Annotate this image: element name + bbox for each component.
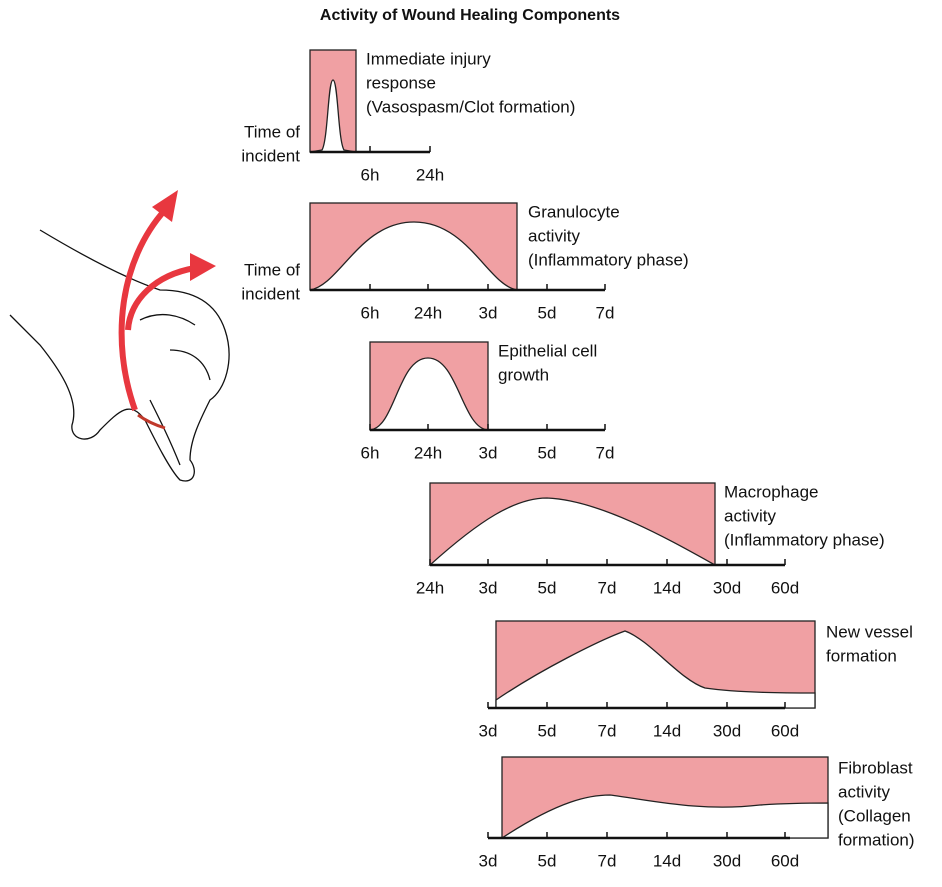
tick-label: 24h bbox=[414, 303, 442, 322]
tick-label: 5d bbox=[538, 443, 557, 462]
tick-label: 14d bbox=[653, 851, 681, 870]
panel-label: activity bbox=[528, 226, 580, 245]
activity-curve bbox=[495, 630, 816, 709]
panel-label: activity bbox=[838, 782, 890, 801]
start-label: incident bbox=[241, 284, 300, 303]
tick-label: 24h bbox=[414, 443, 442, 462]
panel-label: Epithelial cell bbox=[498, 341, 597, 360]
tick-label: 24h bbox=[416, 165, 444, 184]
tick-label: 7d bbox=[596, 303, 615, 322]
activity-curve bbox=[499, 794, 829, 839]
tick-label: 7d bbox=[598, 721, 617, 740]
tick-label: 5d bbox=[538, 851, 557, 870]
tick-label: 3d bbox=[479, 443, 498, 462]
tick-label: 6h bbox=[361, 443, 380, 462]
start-label: Time of bbox=[244, 260, 300, 279]
tick-label: 14d bbox=[653, 578, 681, 597]
panel-label: activity bbox=[724, 506, 776, 525]
tick-label: 3d bbox=[479, 578, 498, 597]
tick-label: 6h bbox=[361, 303, 380, 322]
tick-label: 5d bbox=[538, 303, 557, 322]
tick-label: 5d bbox=[538, 578, 557, 597]
panel-label: (Collagen bbox=[838, 806, 911, 825]
activity-curve bbox=[309, 221, 518, 291]
activity-curve bbox=[428, 497, 718, 566]
arrow-head bbox=[152, 190, 178, 222]
tick-label: 60d bbox=[771, 578, 799, 597]
tick-label: 30d bbox=[713, 721, 741, 740]
activity-curve bbox=[369, 357, 489, 431]
tick-label: 5d bbox=[538, 721, 557, 740]
panel-label: (Vasospasm/Clot formation) bbox=[366, 97, 575, 116]
start-label: incident bbox=[241, 146, 300, 165]
tick-label: 7d bbox=[596, 443, 615, 462]
hand-illustration bbox=[9, 229, 230, 482]
panel-label: Fibroblast bbox=[838, 758, 913, 777]
panel-label: (Inflammatory phase) bbox=[528, 250, 689, 269]
activity-curve bbox=[309, 79, 357, 153]
start-label: Time of bbox=[244, 122, 300, 141]
tick-label: 30d bbox=[713, 578, 741, 597]
tick-label: 24h bbox=[416, 578, 444, 597]
tick-label: 30d bbox=[713, 851, 741, 870]
tick-label: 3d bbox=[479, 303, 498, 322]
panel-label: growth bbox=[498, 365, 549, 384]
panel-label: Immediate injury bbox=[366, 49, 491, 68]
tick-label: 7d bbox=[598, 578, 617, 597]
panel-label: response bbox=[366, 73, 436, 92]
arrow-head bbox=[190, 253, 216, 281]
tick-label: 60d bbox=[771, 851, 799, 870]
panel-label: formation) bbox=[838, 830, 915, 849]
arrows bbox=[118, 207, 196, 412]
tick-label: 14d bbox=[653, 721, 681, 740]
tick-label: 60d bbox=[771, 721, 799, 740]
panel-label: New vessel bbox=[826, 622, 913, 641]
panel-label: (Inflammatory phase) bbox=[724, 530, 885, 549]
tick-label: 3d bbox=[479, 721, 498, 740]
title: Activity of Wound Healing Components bbox=[320, 7, 620, 24]
tick-label: 6h bbox=[361, 165, 380, 184]
panel-label: Granulocyte bbox=[528, 202, 620, 221]
tick-label: 3d bbox=[479, 851, 498, 870]
panel-label: Macrophage bbox=[724, 482, 819, 501]
panel-label: formation bbox=[826, 646, 897, 665]
tick-label: 7d bbox=[598, 851, 617, 870]
